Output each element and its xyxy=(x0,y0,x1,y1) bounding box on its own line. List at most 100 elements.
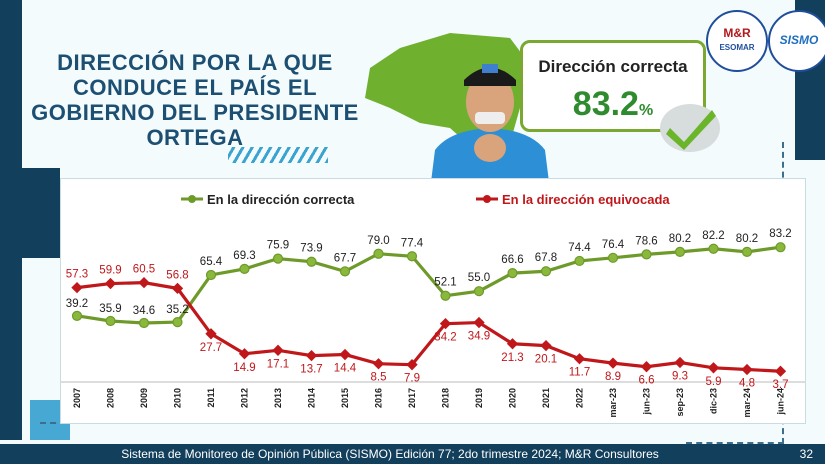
point-correct-9 xyxy=(373,248,384,259)
x-tick-5: 2012 xyxy=(240,388,250,408)
point-wrong-9 xyxy=(372,358,385,370)
point-correct-15 xyxy=(574,255,585,267)
label-wrong-15: 11.7 xyxy=(569,367,591,379)
point-wrong-10 xyxy=(406,359,418,371)
point-correct-2 xyxy=(138,317,150,329)
label-wrong-7: 13.7 xyxy=(300,364,322,376)
point-wrong-11 xyxy=(439,317,452,330)
point-correct-18 xyxy=(674,246,686,257)
label-wrong-6: 17.1 xyxy=(267,358,289,370)
label-correct-14: 67.8 xyxy=(535,252,557,264)
x-tick-17: jun-23 xyxy=(642,388,652,416)
footer-bar: Sistema de Monitoreo de Opinión Pública … xyxy=(0,444,825,464)
point-wrong-7 xyxy=(305,349,318,362)
kpi-value: 83.2% xyxy=(523,85,703,124)
x-tick-20: mar-24 xyxy=(742,388,752,418)
label-correct-10: 77.4 xyxy=(401,237,424,249)
point-correct-16 xyxy=(607,252,619,263)
point-correct-3 xyxy=(172,316,183,328)
x-tick-18: sep-23 xyxy=(675,388,685,417)
chart-frame: En la dirección correcta En la dirección … xyxy=(60,178,806,424)
point-correct-4 xyxy=(205,269,217,281)
point-wrong-6 xyxy=(272,344,284,356)
mr-esomar-logo: M&R ESOMAR xyxy=(706,10,768,72)
x-tick-19: dic-23 xyxy=(709,388,719,414)
label-correct-20: 80.2 xyxy=(736,233,758,245)
page-title: DIRECCIÓN POR LA QUE CONDUCE EL PAÍS EL … xyxy=(31,50,359,150)
point-correct-19 xyxy=(708,243,719,254)
label-wrong-20: 4.8 xyxy=(739,378,755,390)
x-tick-15: 2022 xyxy=(575,388,585,408)
label-correct-0: 39.2 xyxy=(66,298,88,310)
label-correct-8: 67.7 xyxy=(334,252,356,264)
label-correct-18: 80.2 xyxy=(669,233,691,245)
x-tick-9: 2016 xyxy=(374,388,384,408)
point-wrong-1 xyxy=(104,277,117,290)
point-correct-8 xyxy=(339,266,351,277)
x-tick-10: 2017 xyxy=(407,388,417,408)
point-correct-10 xyxy=(406,251,418,262)
kpi-number: 83.2 xyxy=(572,85,639,123)
point-wrong-20 xyxy=(741,363,753,376)
point-correct-12 xyxy=(473,286,485,297)
decorative-stripes xyxy=(228,147,328,163)
label-correct-6: 75.9 xyxy=(267,240,289,252)
sismo-logo: SISMO xyxy=(768,10,825,72)
series-line-0 xyxy=(76,245,781,325)
legend-label-1: En la dirección equivocada xyxy=(502,192,670,207)
navy-square xyxy=(0,168,60,258)
series-line-1 xyxy=(76,281,781,373)
x-tick-11: 2018 xyxy=(441,388,451,408)
point-correct-1 xyxy=(105,315,116,327)
logo-mr-text: M&R xyxy=(723,26,751,40)
point-correct-0 xyxy=(71,310,83,321)
label-correct-1: 35.9 xyxy=(99,303,121,315)
logo-esomar-text: ESOMAR xyxy=(719,43,755,52)
point-wrong-2 xyxy=(138,276,150,289)
label-correct-16: 76.4 xyxy=(602,239,625,251)
legend-marker-0 xyxy=(188,195,196,203)
point-wrong-15 xyxy=(573,353,586,365)
label-wrong-17: 6.6 xyxy=(639,375,655,387)
point-wrong-0 xyxy=(71,281,83,294)
legend-marker-1 xyxy=(483,195,491,203)
label-wrong-13: 21.3 xyxy=(501,352,523,364)
point-correct-13 xyxy=(507,268,518,279)
point-wrong-19 xyxy=(707,362,720,374)
x-tick-8: 2015 xyxy=(340,388,350,408)
x-tick-13: 2020 xyxy=(508,388,518,408)
point-wrong-16 xyxy=(607,357,619,369)
x-tick-0: 2007 xyxy=(72,388,82,408)
label-wrong-10: 7.9 xyxy=(404,373,420,385)
legend-label-0: En la dirección correcta xyxy=(207,192,355,207)
label-wrong-14: 20.1 xyxy=(535,354,557,366)
point-wrong-18 xyxy=(674,356,686,369)
x-tick-2: 2009 xyxy=(139,388,149,408)
x-tick-1: 2008 xyxy=(106,388,116,408)
point-correct-21 xyxy=(775,242,786,253)
label-correct-5: 69.3 xyxy=(233,250,255,262)
x-tick-14: 2021 xyxy=(541,388,551,408)
x-tick-21: jun-24 xyxy=(776,388,786,416)
point-wrong-21 xyxy=(774,365,787,377)
point-wrong-17 xyxy=(640,361,653,373)
label-wrong-2: 60.5 xyxy=(133,264,155,276)
x-tick-4: 2011 xyxy=(206,388,216,408)
label-correct-4: 65.4 xyxy=(200,256,223,268)
point-correct-20 xyxy=(741,246,753,257)
label-wrong-16: 8.9 xyxy=(605,371,621,383)
x-tick-3: 2010 xyxy=(173,388,183,408)
x-tick-12: 2019 xyxy=(474,388,484,408)
label-wrong-8: 14.4 xyxy=(334,363,357,375)
logo-sismo-text: SISMO xyxy=(779,33,819,47)
president-photo-icon xyxy=(430,64,550,190)
page-number: 32 xyxy=(799,447,813,461)
label-wrong-0: 57.3 xyxy=(66,269,88,281)
point-wrong-8 xyxy=(339,348,351,361)
label-wrong-1: 59.9 xyxy=(99,265,121,277)
label-correct-7: 73.9 xyxy=(300,243,322,255)
label-correct-2: 34.6 xyxy=(133,305,155,317)
point-correct-5 xyxy=(239,263,250,274)
label-correct-19: 82.2 xyxy=(702,230,724,242)
x-tick-6: 2013 xyxy=(273,388,283,408)
